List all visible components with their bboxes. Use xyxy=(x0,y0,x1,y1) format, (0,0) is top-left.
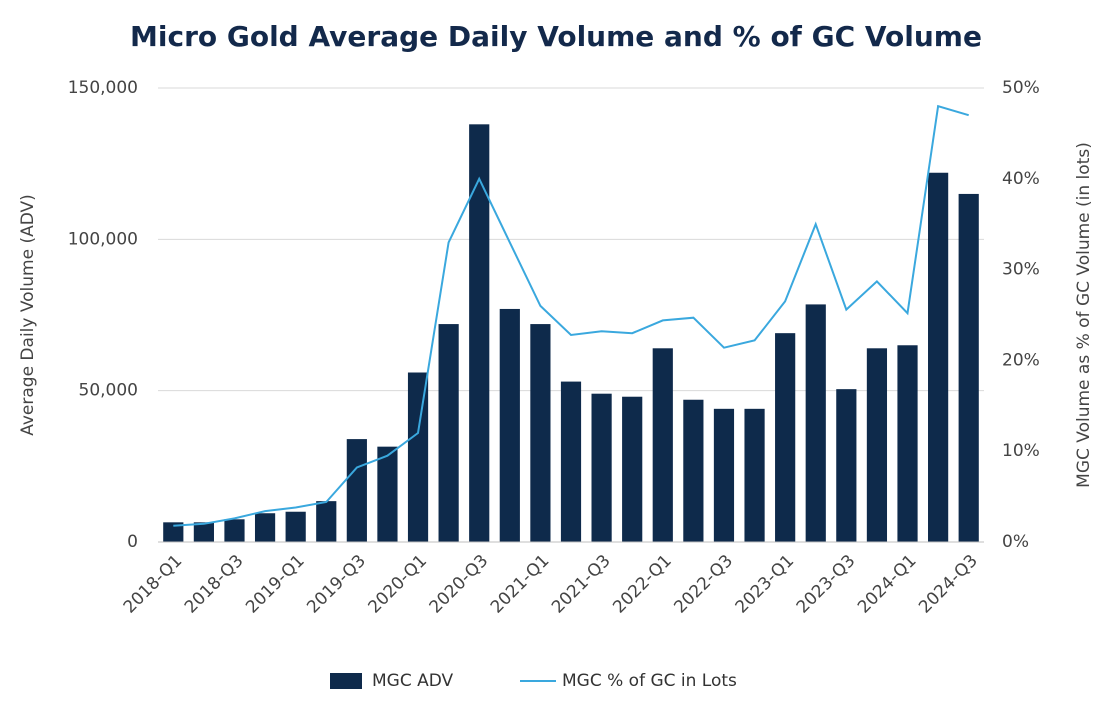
bar xyxy=(438,324,459,542)
x-tick-label: 2024-Q3 xyxy=(915,551,982,618)
bar xyxy=(530,324,551,542)
bar xyxy=(346,439,367,542)
x-tick-label: 2018-Q1 xyxy=(120,551,187,618)
x-tick-label: 2020-Q1 xyxy=(364,551,431,618)
legend-label: MGC ADV xyxy=(372,671,454,691)
chart-title: Micro Gold Average Daily Volume and % of… xyxy=(130,20,982,53)
line xyxy=(173,104,969,527)
x-tick-label: 2021-Q3 xyxy=(548,551,615,618)
bar xyxy=(316,501,337,542)
y2-tick-label: 40% xyxy=(1002,169,1040,189)
bar xyxy=(652,348,673,542)
bar xyxy=(377,446,398,542)
y2-tick-label: 30% xyxy=(1002,260,1040,280)
bar xyxy=(560,381,582,542)
bar xyxy=(713,408,735,542)
y-axis-title: Average Daily Volume (ADV) xyxy=(18,194,38,436)
x-tick-label: 2023-Q3 xyxy=(793,551,860,618)
bar xyxy=(928,172,949,542)
x-tick-label: 2020-Q3 xyxy=(426,551,493,618)
bar xyxy=(897,345,918,542)
x-tick-label: 2022-Q3 xyxy=(670,551,737,618)
y2-axis-title: MGC Volume as % of GC Volume (in lots) xyxy=(1074,142,1094,488)
x-tick-label: 2018-Q3 xyxy=(181,551,248,618)
y-tick-label: 0 xyxy=(127,532,138,552)
bar xyxy=(163,522,184,542)
bar xyxy=(285,511,306,542)
bar xyxy=(591,393,612,542)
bar xyxy=(958,193,979,542)
bar xyxy=(805,304,826,542)
x-tick-label: 2024-Q1 xyxy=(854,551,921,618)
x-tick-label: 2021-Q1 xyxy=(487,551,554,618)
bar xyxy=(836,389,857,542)
bar xyxy=(683,399,704,542)
bar xyxy=(499,308,520,542)
legend-swatch xyxy=(330,673,362,689)
y-tick-label: 50,000 xyxy=(79,381,138,401)
bar xyxy=(744,408,765,542)
y-tick-label: 100,000 xyxy=(68,229,138,249)
bar xyxy=(469,124,490,542)
y2-tick-label: 10% xyxy=(1002,441,1040,461)
x-tick-label: 2019-Q1 xyxy=(242,551,309,618)
y-tick-label: 150,000 xyxy=(68,78,138,98)
bar xyxy=(193,522,214,542)
bar xyxy=(254,513,276,542)
bar xyxy=(407,372,429,542)
x-tick-label: 2019-Q3 xyxy=(303,551,370,618)
y2-tick-label: 50% xyxy=(1002,78,1040,98)
bar xyxy=(866,348,888,542)
bar xyxy=(775,333,796,542)
x-tick-label: 2023-Q1 xyxy=(732,551,799,618)
x-tick-label: 2022-Q1 xyxy=(609,551,676,618)
y2-tick-label: 0% xyxy=(1002,532,1029,552)
bar xyxy=(224,519,245,542)
bar xyxy=(622,396,643,542)
legend-label: MGC % of GC in Lots xyxy=(562,671,737,691)
y2-tick-label: 20% xyxy=(1002,350,1040,370)
